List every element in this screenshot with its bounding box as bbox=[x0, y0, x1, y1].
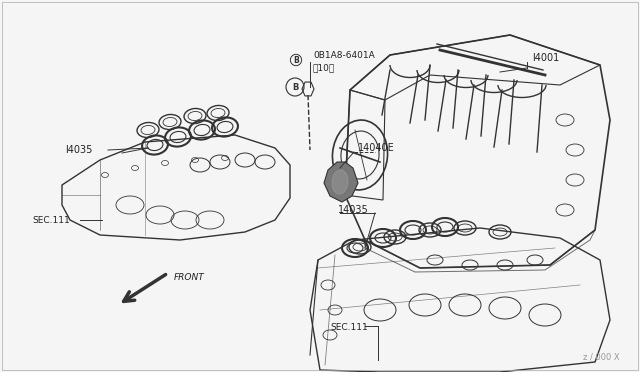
Text: 14035: 14035 bbox=[338, 205, 369, 215]
Ellipse shape bbox=[332, 170, 348, 194]
Text: 〈10〉: 〈10〉 bbox=[313, 64, 335, 73]
Text: 14040E: 14040E bbox=[358, 143, 395, 153]
Text: B: B bbox=[293, 55, 299, 64]
Text: l4001: l4001 bbox=[532, 53, 559, 63]
Text: FRONT: FRONT bbox=[174, 273, 205, 282]
Text: SEC.111: SEC.111 bbox=[32, 215, 70, 224]
Text: 0B1A8-6401A: 0B1A8-6401A bbox=[313, 51, 375, 60]
Polygon shape bbox=[324, 162, 358, 202]
Text: B: B bbox=[292, 83, 298, 92]
Text: SEC.111: SEC.111 bbox=[330, 323, 368, 331]
Text: z / 000 X: z / 000 X bbox=[584, 353, 620, 362]
Text: l4035: l4035 bbox=[65, 145, 92, 155]
